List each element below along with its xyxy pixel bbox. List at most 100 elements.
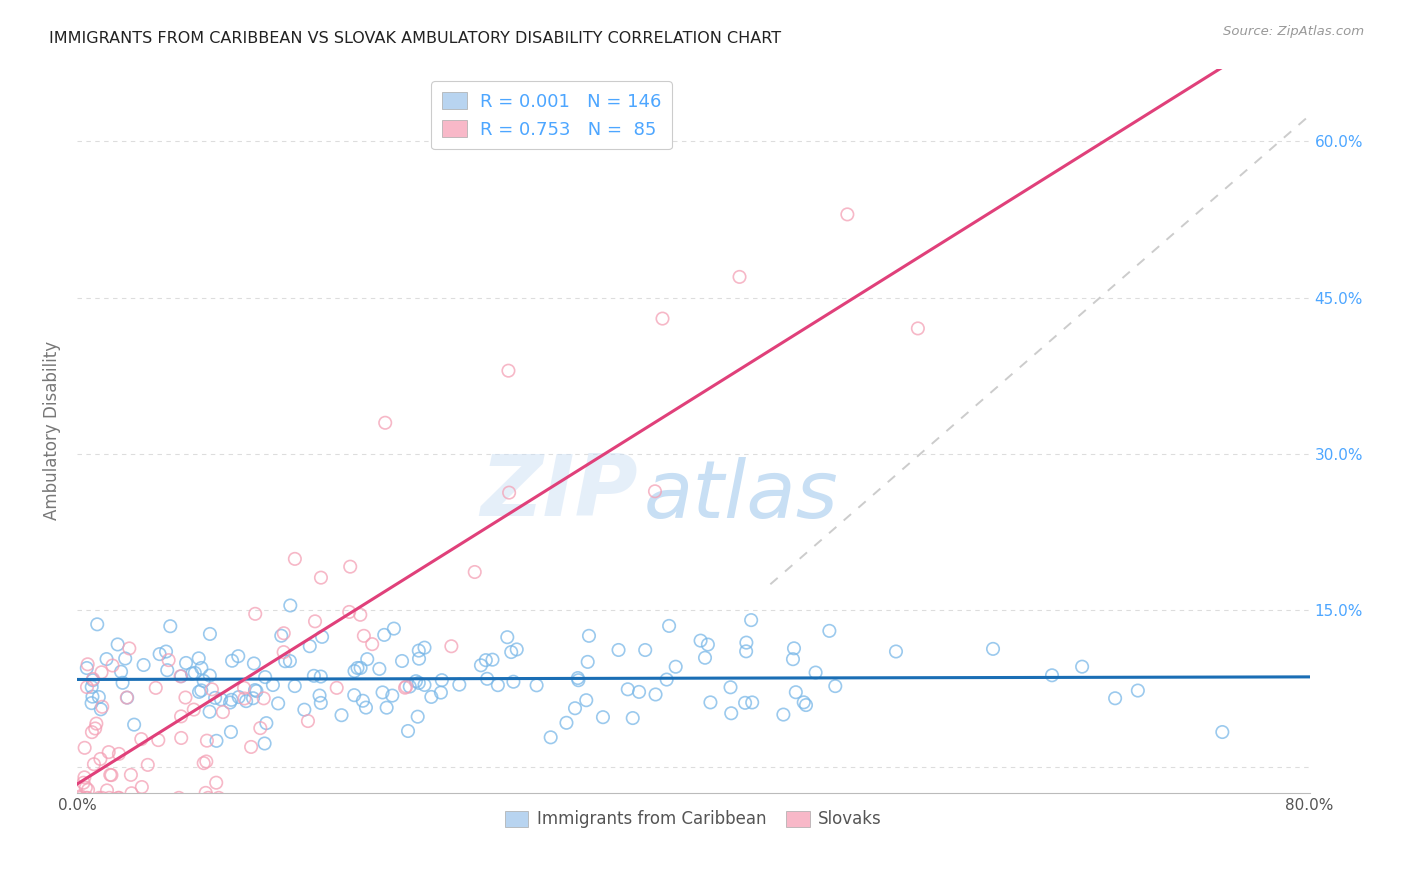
Point [204,690,226,705]
Point [97,745,120,759]
Point [195,733,218,747]
Point [720,706,742,721]
Point [233,691,256,706]
Point [174,656,197,670]
Point [208,790,231,805]
Point [195,755,218,769]
Point [644,688,666,702]
Point [501,645,523,659]
Point [75,790,97,805]
Point [621,711,644,725]
Point [981,641,1004,656]
Point [804,665,827,680]
Point [699,695,721,709]
Point [233,681,256,695]
Point [101,658,124,673]
Point [91,699,114,714]
Point [190,661,212,675]
Point [297,714,319,728]
Point [136,757,159,772]
Point [728,269,751,284]
Point [120,768,142,782]
Point [665,659,688,673]
Point [284,679,307,693]
Point [486,678,509,692]
Point [80,696,103,710]
Point [616,682,638,697]
Point [190,683,212,698]
Point [793,695,815,709]
Point [720,681,742,695]
Text: IMMIGRANTS FROM CARIBBEAN VS SLOVAK AMBULATORY DISABILITY CORRELATION CHART: IMMIGRANTS FROM CARIBBEAN VS SLOVAK AMBU… [49,31,782,46]
Point [352,694,374,708]
Point [343,688,366,702]
Point [368,662,391,676]
Point [145,681,167,695]
Point [205,734,228,748]
Point [170,709,193,723]
Point [440,640,463,654]
Point [346,661,368,675]
Point [167,790,190,805]
Point [339,559,361,574]
Point [69,789,91,804]
Point [243,657,266,671]
Point [740,613,762,627]
Point [564,701,586,715]
Point [1211,725,1233,739]
Point [470,658,492,673]
Point [274,654,297,668]
Point [406,709,429,723]
Point [219,696,242,710]
Point [110,665,132,679]
Point [254,670,277,684]
Point [782,652,804,666]
Point [1104,691,1126,706]
Point [148,733,170,747]
Point [169,669,191,683]
Point [245,607,267,621]
Point [221,654,243,668]
Point [131,780,153,794]
Point [395,680,418,694]
Point [353,629,375,643]
Point [308,689,330,703]
Point [502,674,524,689]
Point [98,790,121,805]
Point [184,665,207,680]
Point [278,654,301,668]
Legend: Immigrants from Caribbean, Slovaks: Immigrants from Caribbean, Slovaks [498,804,889,835]
Point [83,757,105,772]
Point [302,669,325,683]
Point [114,651,136,665]
Point [245,684,267,698]
Point [284,552,307,566]
Point [89,752,111,766]
Point [115,690,138,705]
Point [98,768,121,782]
Point [651,311,673,326]
Text: ZIP: ZIP [481,450,638,533]
Point [235,694,257,708]
Point [107,637,129,651]
Point [108,747,131,761]
Point [278,599,301,613]
Point [783,641,806,656]
Point [741,695,763,709]
Point [1071,659,1094,673]
Point [634,643,657,657]
Point [373,628,395,642]
Point [430,673,453,688]
Point [375,700,398,714]
Point [77,782,100,797]
Point [254,716,277,731]
Point [183,702,205,716]
Point [149,647,172,661]
Point [413,678,436,692]
Point [735,635,758,649]
Text: atlas: atlas [644,457,839,535]
Point [174,690,197,705]
Point [170,669,193,683]
Point [82,673,104,688]
Point [696,638,718,652]
